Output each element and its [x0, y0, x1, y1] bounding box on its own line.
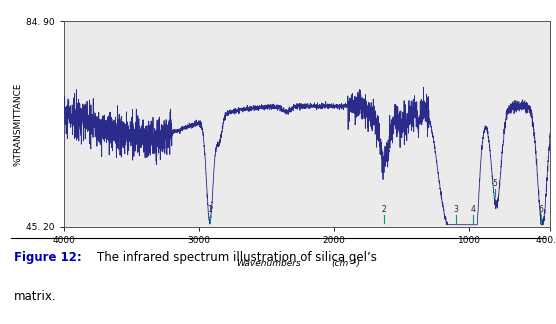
Text: Wavenumbers: Wavenumbers: [236, 259, 301, 268]
Text: 1: 1: [207, 205, 212, 214]
Text: The infrared spectrum illustration of silica gel’s: The infrared spectrum illustration of si…: [97, 251, 377, 264]
Text: 5: 5: [493, 179, 498, 189]
Text: 6: 6: [539, 205, 543, 214]
Text: (cm⁻¹): (cm⁻¹): [331, 259, 361, 268]
Text: Figure 12:: Figure 12:: [14, 251, 82, 264]
Y-axis label: %TRANSMITTANCE: %TRANSMITTANCE: [13, 82, 23, 166]
Text: 3: 3: [453, 205, 458, 214]
Text: 2: 2: [382, 205, 386, 214]
Text: 4: 4: [470, 205, 475, 214]
Text: matrix.: matrix.: [14, 290, 57, 303]
